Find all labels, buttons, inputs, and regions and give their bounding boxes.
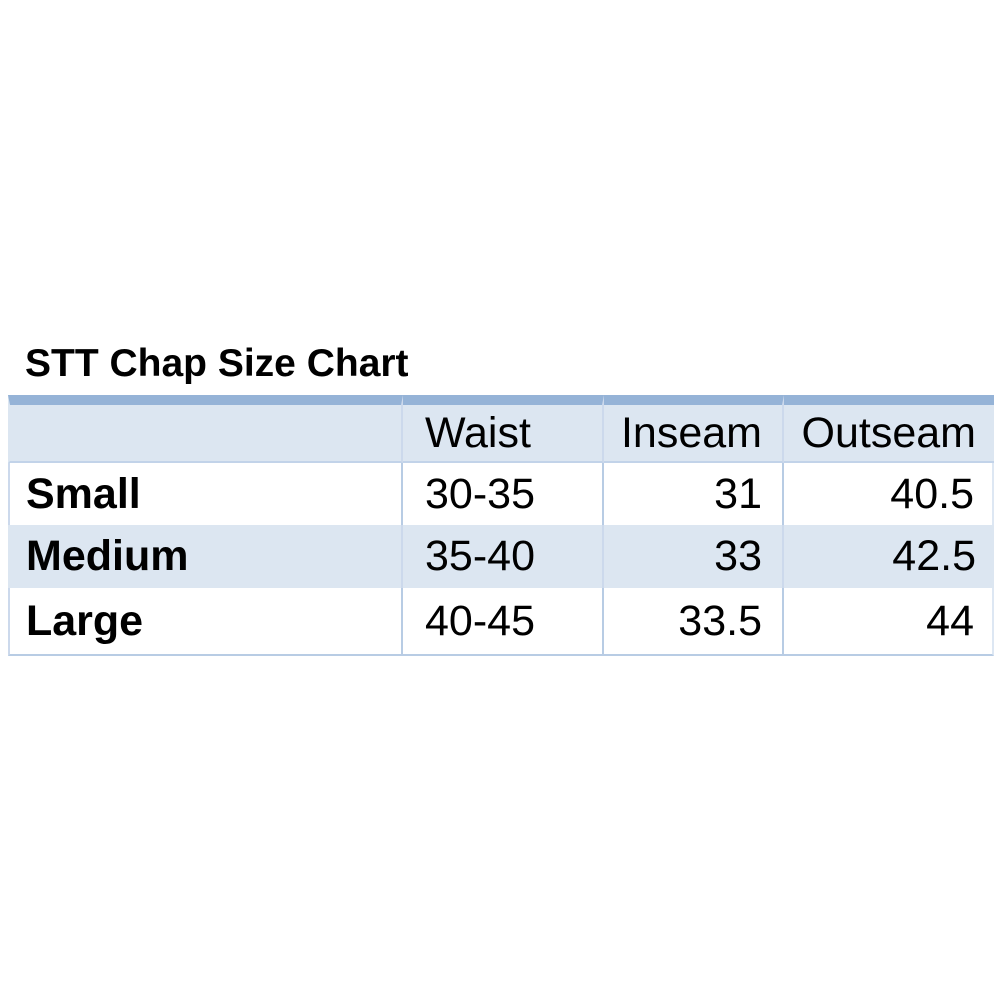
size-label: Large — [8, 588, 403, 656]
table-header-row: Waist Inseam Outseam — [8, 395, 994, 463]
size-label: Medium — [8, 525, 403, 588]
column-header-waist: Waist — [403, 395, 604, 463]
table-row-medium: Medium 35-40 33 42.5 — [8, 525, 994, 588]
inseam-value: 33.5 — [604, 588, 784, 656]
table-row-large: Large 40-45 33.5 44 — [8, 588, 994, 656]
inseam-value: 33 — [604, 525, 784, 588]
waist-value: 40-45 — [403, 588, 604, 656]
page-title: STT Chap Size Chart — [25, 342, 409, 385]
size-label: Small — [8, 463, 403, 525]
size-chart-table: Waist Inseam Outseam Small 30-35 31 40.5… — [8, 395, 994, 656]
outseam-value: 40.5 — [784, 463, 994, 525]
column-header-size — [8, 395, 403, 463]
table-row-small: Small 30-35 31 40.5 — [8, 463, 994, 525]
column-header-inseam: Inseam — [604, 395, 784, 463]
outseam-value: 44 — [784, 588, 994, 656]
waist-value: 30-35 — [403, 463, 604, 525]
waist-value: 35-40 — [403, 525, 604, 588]
column-header-outseam: Outseam — [784, 395, 994, 463]
outseam-value: 42.5 — [784, 525, 994, 588]
inseam-value: 31 — [604, 463, 784, 525]
